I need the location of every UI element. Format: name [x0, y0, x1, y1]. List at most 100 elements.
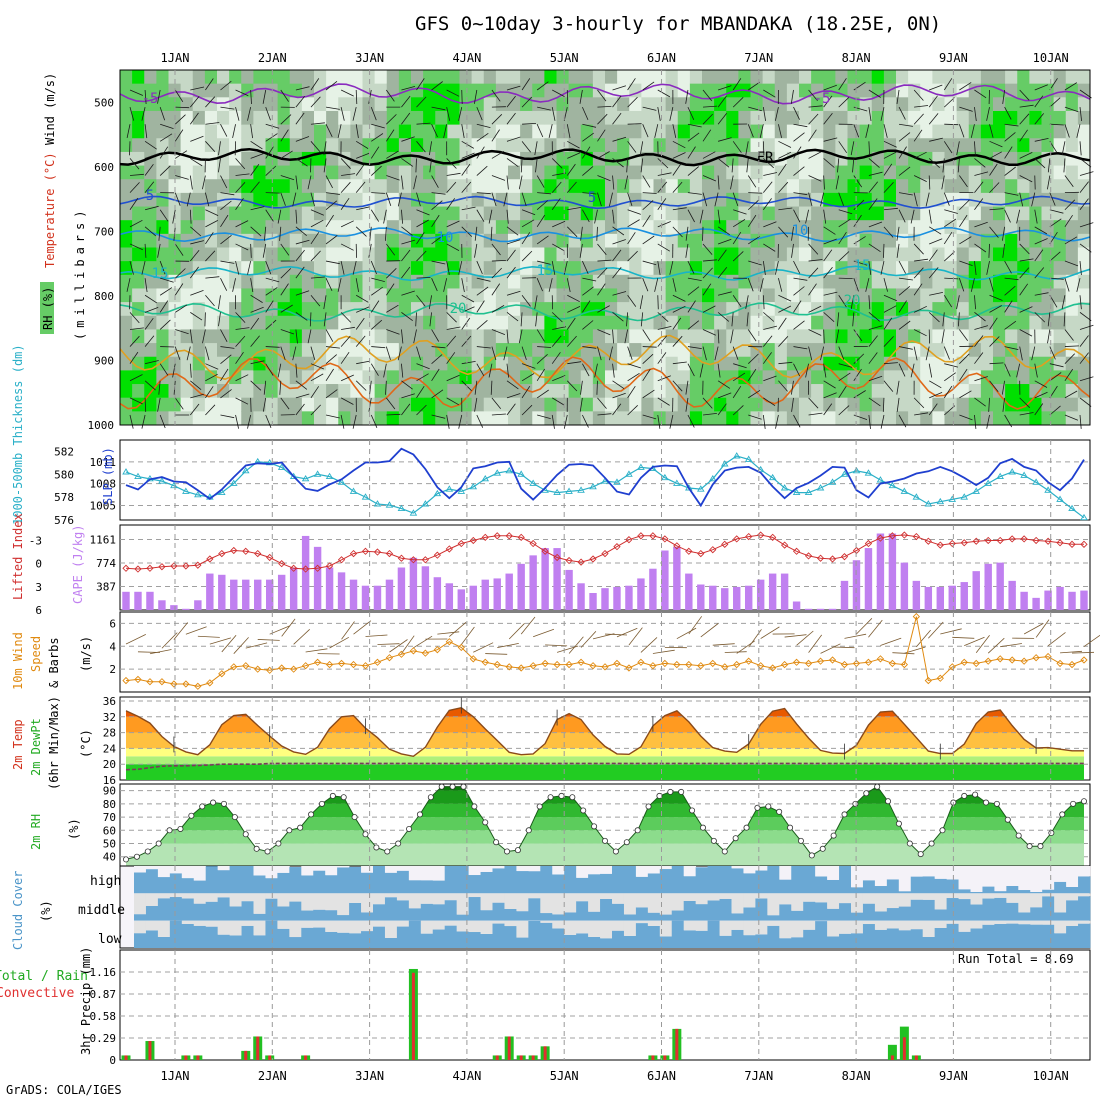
- rh-cell: [253, 179, 266, 194]
- rh-cell: [1077, 179, 1091, 194]
- cloud-gap: [361, 920, 374, 932]
- rh-cell: [944, 288, 958, 303]
- upper-wind-barb: [883, 140, 897, 148]
- rh-cell: [1017, 370, 1030, 385]
- wind10-barb: [676, 627, 697, 640]
- rh2m-point: [242, 831, 249, 838]
- rh-cell: [423, 220, 436, 235]
- upper-wind-barb: [639, 141, 644, 156]
- cloud-cell: [420, 933, 434, 948]
- rh-cell: [617, 302, 630, 317]
- upper-wind-barb: [355, 124, 359, 139]
- upper-wind-barb: [1047, 175, 1051, 190]
- upper-wind-barb: [446, 260, 450, 275]
- upper-wind-barb: [190, 290, 204, 296]
- upper-wind-barb: [988, 243, 990, 258]
- upper-wind-barb: [310, 386, 320, 399]
- cloud-gap: [540, 893, 553, 914]
- cloud-cell: [827, 936, 840, 948]
- upper-wind-barb: [1031, 346, 1036, 361]
- y-tick: 1005: [90, 499, 117, 512]
- rh-cell: [617, 179, 630, 194]
- rh-cell: [750, 70, 764, 85]
- cloud-cell: [898, 930, 912, 948]
- cloud-cell: [564, 912, 577, 921]
- upper-wind-barb: [929, 137, 943, 142]
- rh-cell: [944, 370, 958, 385]
- upper-wind-barb: [672, 124, 677, 138]
- lifted-index-point: [146, 564, 154, 572]
- upper-wind-barb: [383, 363, 387, 378]
- upper-wind-barb: [1004, 346, 1019, 350]
- upper-wind-barb: [687, 346, 702, 349]
- rh-cell: [580, 370, 594, 385]
- rh-cell: [144, 261, 157, 276]
- rh-cell: [568, 370, 582, 385]
- wind10-speed-point: [409, 647, 418, 655]
- cape-bar: [816, 608, 825, 610]
- rh-cell: [204, 397, 218, 412]
- rh-cell: [459, 206, 473, 221]
- rh-cell: [799, 179, 812, 194]
- upper-wind-barb: [1004, 285, 1016, 296]
- upper-wind-barb: [129, 327, 144, 330]
- cloud-gap: [623, 893, 637, 915]
- upper-wind-barb: [582, 209, 590, 223]
- cloud-cell: [1006, 885, 1019, 894]
- rh-cell: [217, 397, 230, 412]
- rh-cell: [811, 384, 824, 399]
- cloud-gap: [181, 920, 195, 924]
- cloud-cell: [193, 925, 207, 948]
- upper-wind-barb: [567, 306, 581, 313]
- rh-cell: [520, 288, 533, 303]
- cloud-gap: [922, 893, 936, 900]
- rh-cell: [447, 288, 460, 303]
- cloud-cell: [337, 867, 350, 894]
- rh-cell: [301, 110, 315, 126]
- cloud-cell: [815, 921, 828, 948]
- cloud-gap: [874, 893, 888, 912]
- upper-wind-barb: [401, 249, 411, 262]
- rh-cell: [592, 165, 606, 180]
- rh-cell: [1029, 397, 1042, 412]
- rh-shading: [120, 70, 1091, 426]
- rh-cell: [156, 124, 169, 139]
- cloud-cell: [779, 904, 792, 921]
- cloud-cell: [516, 871, 529, 894]
- upper-wind-barb: [265, 319, 277, 330]
- rh-cell: [786, 179, 800, 194]
- rh-cell: [289, 397, 303, 412]
- contour-label: 15: [854, 258, 871, 274]
- rh-cell: [993, 288, 1006, 303]
- rh-cell: [495, 206, 509, 221]
- upper-wind-barb: [850, 295, 855, 310]
- upper-wind-barb: [172, 363, 176, 378]
- upper-wind-barb: [763, 89, 776, 98]
- cloud-gap: [779, 866, 792, 880]
- rh-cell: [314, 247, 327, 262]
- upper-wind-barb: [265, 363, 274, 376]
- wind10-barb: [209, 637, 232, 645]
- rh-cell: [665, 233, 679, 248]
- cloud-gap: [456, 920, 469, 932]
- rh-cell: [411, 247, 424, 262]
- upper-wind-barb: [580, 380, 583, 395]
- rh-cell: [568, 384, 582, 399]
- rh2m-point: [144, 848, 151, 855]
- cloud-cell: [408, 880, 422, 894]
- lifted-index-point: [1044, 537, 1052, 545]
- rh-cell: [447, 343, 460, 358]
- rh-cell: [847, 329, 861, 344]
- precip-label-units: 3hr Precip (mm): [79, 947, 93, 1055]
- rh-cell: [544, 288, 557, 303]
- rh-cell: [132, 179, 145, 194]
- rh-cell: [459, 233, 473, 248]
- rh-cell: [314, 329, 327, 344]
- cloud-gap: [396, 893, 410, 901]
- rh-cell: [132, 411, 145, 426]
- rh-cell: [883, 397, 897, 412]
- wind10-label-a: 10m Wind: [11, 632, 25, 690]
- rh-cell: [920, 110, 933, 126]
- rh-cell: [629, 261, 642, 276]
- rh-cell: [871, 233, 885, 248]
